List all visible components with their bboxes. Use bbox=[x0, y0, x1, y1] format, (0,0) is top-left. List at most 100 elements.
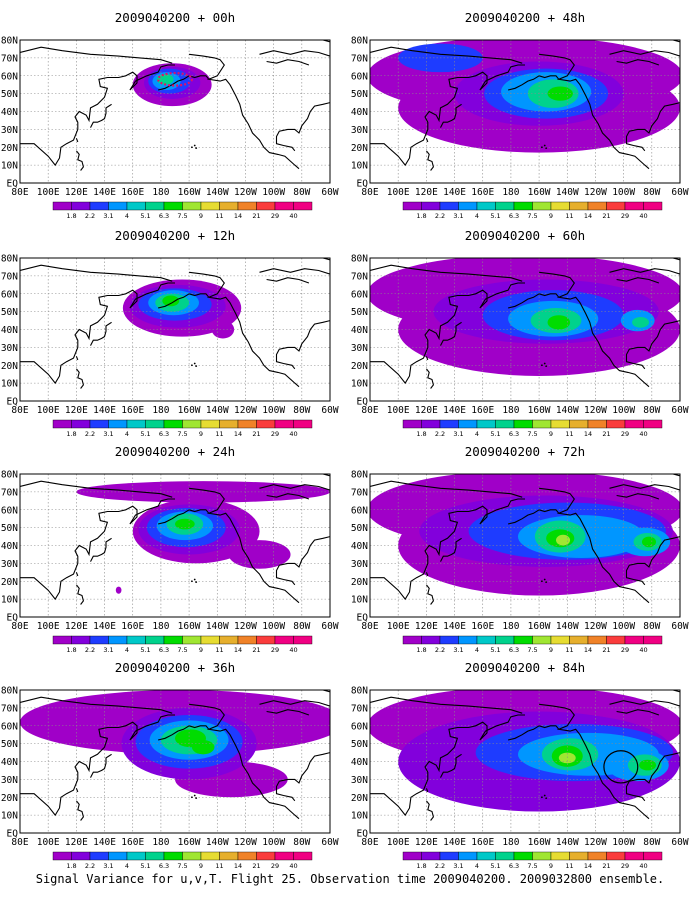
colorbar-label: 9 bbox=[549, 862, 553, 870]
colorbar-label: 21 bbox=[602, 646, 610, 654]
colorbar-label: 11 bbox=[565, 862, 573, 870]
lat-tick-label: 60N bbox=[351, 721, 368, 732]
colorbar: 1.8 2.2 3.1 4 5.1 6.3 7.5 9 11 14 21 29 40 bbox=[52, 851, 313, 870]
colorbar-swatch bbox=[200, 635, 220, 645]
colorbar-swatch bbox=[163, 851, 183, 861]
map-panel: 80E 100E 120E 140E 160E 180 160W 140W 120W 100W 80… bbox=[351, 254, 689, 439]
colorbar-label: 29 bbox=[271, 646, 279, 654]
colorbar-swatch bbox=[200, 201, 220, 211]
colorbar-swatch bbox=[145, 851, 165, 861]
coastlines bbox=[20, 690, 330, 821]
lon-tick-label: 120W bbox=[584, 187, 607, 198]
colorbar-swatch bbox=[550, 635, 570, 645]
lat-tick-label: 20N bbox=[1, 577, 18, 588]
colorbar-swatch bbox=[550, 201, 570, 211]
lon-tick-label: 160E bbox=[121, 187, 144, 198]
map-panel: 80E 100E 120E 140E 160E 180 160W 140W 120W 100W 80… bbox=[1, 686, 339, 871]
colorbar-swatch bbox=[495, 851, 515, 861]
lon-tick-label: 140E bbox=[443, 405, 466, 416]
map-gridlines bbox=[370, 690, 680, 833]
lat-tick-label: 30N bbox=[1, 559, 18, 570]
colorbar-label: 1.8 bbox=[416, 212, 426, 220]
colorbar-swatch bbox=[256, 635, 276, 645]
lat-tick-label: 80N bbox=[1, 686, 18, 697]
panel-title-72h: 2009040200 + 72h bbox=[464, 444, 586, 459]
colorbar-label: 21 bbox=[252, 862, 260, 870]
colorbar-label: 4 bbox=[475, 212, 479, 220]
colorbar-label: 9 bbox=[549, 430, 553, 438]
lon-tick-label: 100W bbox=[612, 621, 635, 632]
lon-tick-label: 80W bbox=[293, 837, 310, 848]
colorbar-swatch bbox=[606, 201, 626, 211]
colorbar-label: 29 bbox=[621, 430, 629, 438]
lon-tick-label: 140W bbox=[206, 187, 229, 198]
lon-tick-label: 80W bbox=[293, 187, 310, 198]
lon-tick-label: 80E bbox=[11, 621, 28, 632]
lat-tick-label: 70N bbox=[351, 271, 368, 282]
colorbar-label: 40 bbox=[289, 862, 297, 870]
colorbar-swatch bbox=[624, 201, 644, 211]
colorbar-label: 40 bbox=[639, 646, 647, 654]
colorbar-swatch bbox=[495, 419, 515, 429]
colorbar-label: 4 bbox=[125, 212, 129, 220]
lat-tick-label: 40N bbox=[1, 541, 18, 552]
colorbar-label: 7.5 bbox=[177, 212, 187, 220]
lon-tick-label: 180 bbox=[152, 187, 169, 198]
lon-tick-label: 120W bbox=[584, 837, 607, 848]
lon-tick-label: 160E bbox=[471, 187, 494, 198]
colorbar-label: 7.5 bbox=[177, 646, 187, 654]
colorbar-swatch bbox=[274, 419, 294, 429]
lon-tick-label: 160E bbox=[471, 837, 494, 848]
variance-contour bbox=[115, 586, 122, 594]
colorbar-label: 29 bbox=[621, 646, 629, 654]
colorbar-label: 29 bbox=[271, 430, 279, 438]
variance-contour bbox=[175, 518, 195, 530]
colorbar-swatch bbox=[200, 419, 220, 429]
colorbar-label: 11 bbox=[215, 212, 223, 220]
variance-contour bbox=[162, 295, 180, 307]
lat-tick-label: EQ bbox=[357, 613, 369, 624]
figure-caption: Signal Variance for u,v,T. Flight 25. Ob… bbox=[35, 872, 665, 886]
map-gridlines bbox=[20, 258, 330, 401]
colorbar-label: 29 bbox=[271, 862, 279, 870]
lat-tick-label: 60N bbox=[351, 71, 368, 82]
map-frame bbox=[19, 473, 331, 618]
colorbar-label: 5.1 bbox=[490, 862, 500, 870]
colorbar-swatch bbox=[458, 201, 478, 211]
colorbar-label: 3.1 bbox=[453, 646, 463, 654]
lon-tick-label: 100W bbox=[612, 187, 635, 198]
lat-tick-label: 40N bbox=[351, 757, 368, 768]
lat-tick-label: 30N bbox=[351, 775, 368, 786]
map-panel: 80E 100E 120E 140E 160E 180 160W 140W 120W 100W 80… bbox=[351, 470, 689, 655]
colorbar-label: 21 bbox=[252, 646, 260, 654]
lon-tick-label: 160E bbox=[121, 405, 144, 416]
colorbar: 1.8 2.2 3.1 4 5.1 6.3 7.5 9 11 14 21 29 40 bbox=[52, 201, 313, 220]
map-frame bbox=[19, 257, 331, 402]
colorbar-swatch bbox=[182, 201, 202, 211]
lon-tick-label: 100E bbox=[387, 621, 410, 632]
lat-tick-label: 60N bbox=[1, 71, 18, 82]
lat-tick-label: 50N bbox=[1, 89, 18, 100]
colorbar-swatch bbox=[458, 419, 478, 429]
colorbar-label: 6.3 bbox=[159, 212, 169, 220]
colorbar-swatch bbox=[587, 635, 607, 645]
colorbar-swatch bbox=[108, 851, 128, 861]
colorbar-swatch bbox=[237, 419, 257, 429]
lat-tick-label: 50N bbox=[351, 307, 368, 318]
lat-tick-label: 50N bbox=[351, 739, 368, 750]
lon-tick-label: 80E bbox=[361, 621, 378, 632]
colorbar-label: 9 bbox=[549, 212, 553, 220]
colorbar-swatch bbox=[421, 851, 441, 861]
lat-tick-label: 60N bbox=[1, 721, 18, 732]
colorbar-swatch bbox=[52, 635, 72, 645]
colorbar-label: 3.1 bbox=[453, 212, 463, 220]
colorbar-label: 3.1 bbox=[103, 430, 113, 438]
colorbar-swatch bbox=[476, 419, 496, 429]
map-panel: 80E 100E 120E 140E 160E 180 160W 140W 120W 100W 80… bbox=[1, 36, 339, 221]
colorbar-swatch bbox=[200, 851, 220, 861]
map-panel: 80E 100E 120E 140E 160E 180 160W 140W 120W 100W 80… bbox=[1, 470, 339, 655]
lon-tick-label: 140E bbox=[93, 621, 116, 632]
lon-tick-label: 160E bbox=[121, 621, 144, 632]
colorbar-label: 14 bbox=[234, 212, 242, 220]
lat-tick-label: 80N bbox=[351, 686, 368, 697]
